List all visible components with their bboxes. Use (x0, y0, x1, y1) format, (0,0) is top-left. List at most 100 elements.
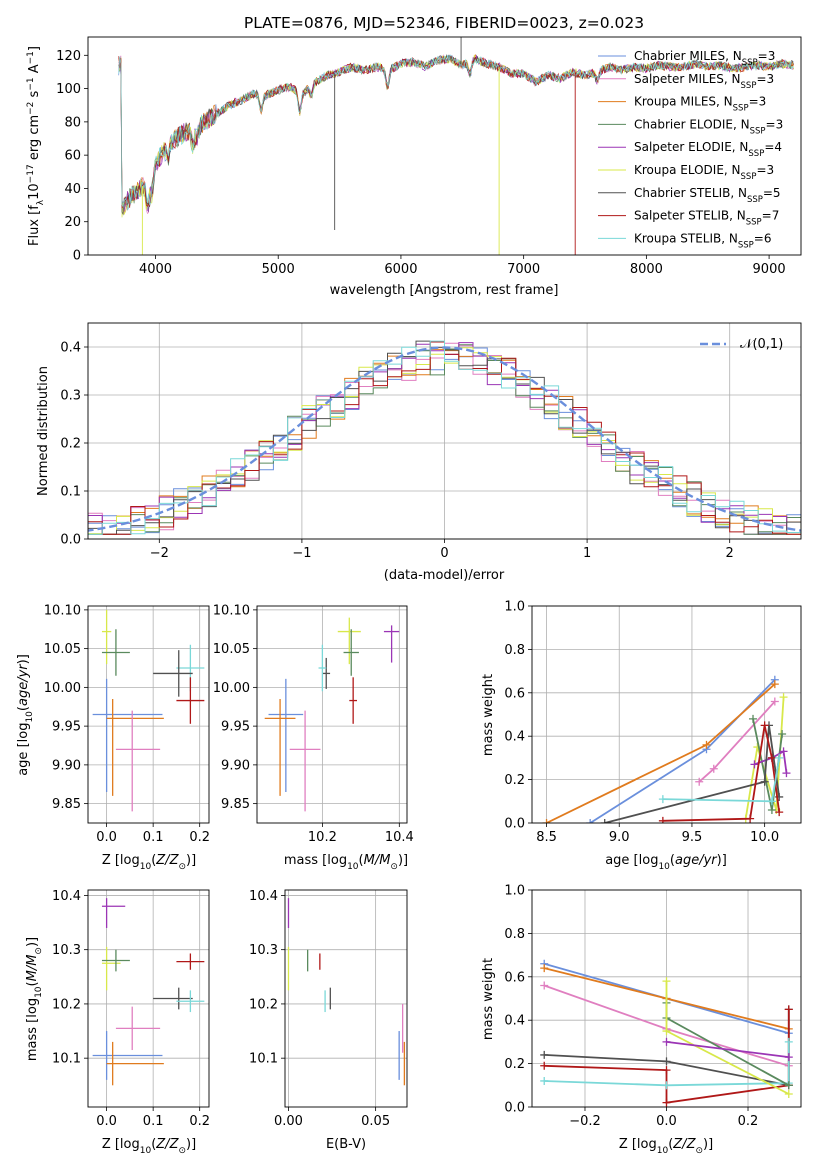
series-marker (540, 1076, 549, 1085)
label-part: 10 (25, 711, 35, 723)
series-marker (784, 1053, 793, 1062)
series-marker (540, 1050, 549, 1059)
plot-area (92, 898, 205, 1086)
series-line (662, 725, 781, 822)
series-marker (662, 1081, 671, 1090)
histogram-step (88, 340, 801, 535)
series-marker (540, 1061, 549, 1070)
legend-text: Chabrier MILES, N (634, 49, 742, 63)
x-tick-label: 0.0 (96, 1114, 117, 1129)
label-part: ⊙ (178, 1146, 186, 1156)
legend-sub: SSP (742, 58, 758, 68)
label-part: ] (27, 46, 42, 51)
legend-entry: Salpeter ELODIE, NSSP=4 (634, 140, 782, 159)
y-tick-label: 10.00 (44, 681, 81, 696)
series-line (754, 749, 788, 774)
y-tick-label: 9.90 (52, 758, 81, 773)
y-tick-label: 9.85 (52, 797, 81, 812)
label-part: ⊙ (390, 862, 398, 872)
series-marker (767, 753, 776, 762)
series-marker (662, 1098, 671, 1107)
plot-area (264, 617, 400, 812)
x-axis-label: Z [log10(Z/Z⊙)] (102, 853, 196, 872)
errorbar-point (318, 644, 327, 692)
histogram-step (88, 347, 801, 535)
series-marker (542, 819, 551, 823)
plot-area (542, 675, 791, 823)
y-tick-label: 10.4 (52, 889, 81, 904)
x-tick-label: 0.00 (274, 1114, 303, 1129)
label-part: λ (36, 199, 46, 205)
label-part: M/M (364, 853, 391, 868)
label-part: )] (16, 654, 31, 664)
y-tick-label: 0.0 (504, 1101, 525, 1116)
legend-text: Salpeter ELODIE, N (634, 140, 748, 154)
y-tick-label: 10.3 (249, 943, 278, 958)
series-marker (702, 740, 711, 749)
y-tick-label: 10.05 (44, 642, 81, 657)
spectrum-line (118, 55, 794, 211)
legend-suffix: =3 (766, 117, 784, 131)
series-marker (662, 1037, 671, 1046)
chart-title: PLATE=0876, MJD=52346, FIBERID=0023, z=0… (244, 14, 644, 32)
label-part: 10 (140, 1146, 152, 1156)
axes-frame (87, 322, 802, 540)
label-part: Flux [f (27, 205, 42, 246)
y-tick-label: 10.2 (52, 997, 81, 1012)
series-marker (709, 764, 718, 773)
y-tick-label: 0.6 (504, 686, 525, 701)
legend-entry: Kroupa ELODIE, NSSP=3 (634, 163, 774, 182)
label-part: 10 (658, 862, 670, 872)
errorbar-point (92, 1031, 163, 1080)
x-axis-label: (data-model)/error (384, 568, 505, 583)
series-marker (540, 964, 549, 973)
series-marker (782, 769, 791, 778)
spectrum-panel: 4000 5000 6000 7000 8000 9000 0 20 40 60 80 100 120 C… (26, 14, 802, 298)
x-axis-label: Z [log10(Z/Z⊙)] (619, 1137, 713, 1156)
y-tick-label: 0.0 (504, 817, 525, 832)
series-marker (749, 714, 758, 723)
y-tick-label: 10.1 (52, 1052, 81, 1067)
plot-area (287, 898, 406, 1086)
x-tick-label: 0.2 (189, 830, 210, 845)
axes-frame (87, 36, 802, 256)
legend-entry: 𝒩(0,1) (740, 337, 783, 352)
errorbar-point (101, 629, 130, 676)
label-part: ( (151, 853, 156, 868)
series-marker (750, 760, 759, 769)
histogram-step (88, 342, 801, 535)
series-line (665, 981, 790, 1095)
x-tick-label: 1 (583, 546, 591, 561)
y-axis-label: Flux [fλ10−17 erg cm−2 s−1 A−1] (26, 46, 46, 246)
label-part: )] (186, 853, 196, 868)
x-tick-label: 0.2 (189, 1114, 210, 1129)
label-part: )] (398, 853, 408, 868)
plot-area (118, 37, 794, 255)
errorbar-point (343, 629, 359, 676)
label-part: erg cm (27, 115, 42, 164)
label-part: 10 (347, 862, 359, 872)
series-marker (779, 747, 788, 756)
label-part: Z [log (102, 853, 140, 868)
label-part: 10 (140, 862, 152, 872)
x-tick-label: 8000 (630, 262, 663, 277)
label-part: Z [log (102, 1137, 140, 1152)
x-tick-label: 4000 (139, 262, 172, 277)
legend-sub: SSP (750, 126, 766, 136)
series-line (604, 725, 781, 823)
series-marker (770, 697, 779, 706)
y-tick-label: 120 (56, 49, 81, 64)
label-part: )] (703, 1137, 713, 1152)
series-marker (770, 680, 779, 689)
x-tick-label: −0.2 (569, 1114, 601, 1129)
series-marker (775, 808, 784, 817)
legend-entry: Salpeter STELIB, NSSP=7 (634, 209, 779, 228)
y-axis-label: mass weight (481, 958, 496, 1040)
x-tick-label: 2 (726, 546, 734, 561)
plot-area (92, 609, 205, 812)
label-part: ⊙ (178, 862, 186, 872)
series-marker (662, 977, 671, 986)
legend-text: Chabrier ELODIE, N (634, 117, 750, 131)
label-part: )] (717, 853, 727, 868)
